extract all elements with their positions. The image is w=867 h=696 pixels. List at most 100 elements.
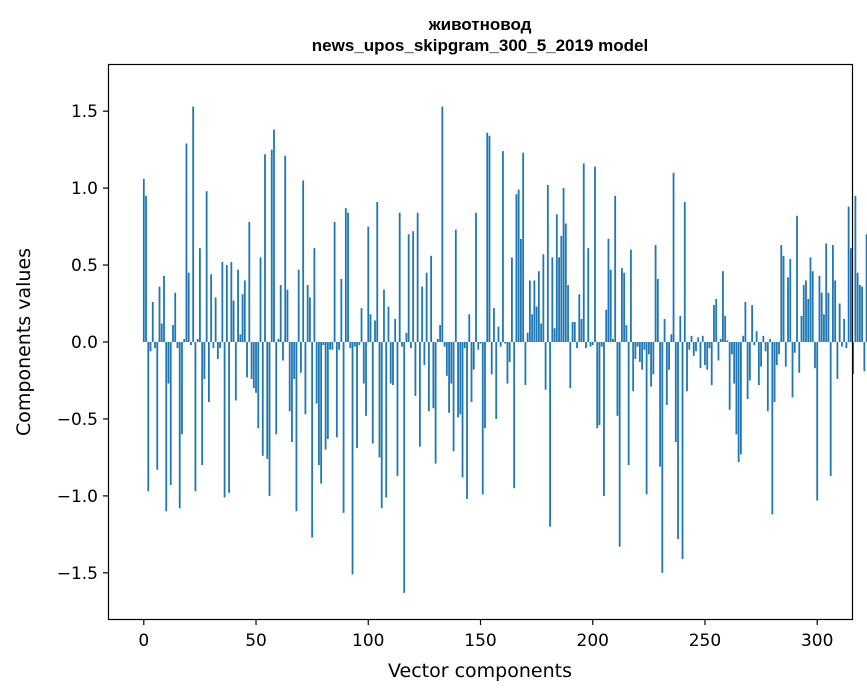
bar-component-21 (190, 342, 192, 346)
bar-component-62 (282, 342, 284, 361)
bar-component-303 (823, 314, 825, 342)
bar-component-133 (441, 106, 444, 342)
bar-component-318 (856, 272, 859, 342)
bar-component-309 (836, 342, 839, 379)
bar-component-272 (753, 342, 756, 346)
bar-component-310 (838, 303, 841, 342)
bar-component-264 (735, 342, 738, 435)
bar-component-250 (704, 342, 706, 366)
bar-component-306 (829, 342, 832, 476)
bar-component-116 (403, 342, 406, 593)
bar-component-286 (784, 342, 787, 367)
bar-component-53 (261, 342, 264, 456)
bar-component-298 (811, 271, 814, 342)
bar-component-67 (293, 342, 296, 379)
bar-component-161 (504, 342, 507, 344)
bar-component-263 (733, 342, 736, 384)
chart-title-line-2: news_upos_skipgram_300_5_2019 model (312, 36, 648, 55)
bar-component-202 (596, 342, 599, 429)
bar-component-22 (192, 106, 195, 342)
y-tick-label: 0.0 (71, 333, 98, 353)
bar-component-57 (270, 149, 273, 342)
bar-component-251 (706, 342, 709, 370)
bar-component-68 (295, 342, 298, 512)
bar-component-244 (690, 335, 693, 342)
bar-component-171 (526, 332, 529, 342)
bar-component-229 (656, 278, 659, 342)
bar-component-207 (607, 238, 610, 342)
bar-component-291 (796, 215, 798, 342)
bar-component-180 (546, 185, 549, 342)
bar-component-285 (782, 255, 785, 342)
bar-component-54 (264, 154, 266, 342)
bar-component-37 (225, 265, 228, 342)
bar-component-226 (650, 342, 652, 387)
bar-component-237 (674, 342, 677, 443)
bar-component-187 (562, 188, 565, 342)
bar-component-308 (834, 280, 837, 342)
bar-component-166 (515, 194, 518, 342)
bar-component-100 (367, 226, 370, 342)
bar-component-126 (425, 272, 428, 342)
bar-component-129 (432, 342, 435, 409)
bar-component-148 (475, 212, 477, 342)
bar-component-205 (603, 342, 605, 496)
bar-component-261 (728, 342, 731, 410)
bar-component-256 (717, 342, 720, 361)
bar-component-269 (746, 342, 749, 399)
bar-component-240 (681, 342, 684, 559)
bar-component-122 (416, 212, 419, 342)
bar-component-168 (520, 238, 522, 342)
bar-component-94 (353, 342, 356, 347)
bar-component-220 (636, 342, 639, 347)
bar-component-113 (396, 342, 399, 476)
bar-component-85 (333, 221, 336, 342)
bar-component-138 (452, 342, 455, 452)
bar-component-123 (418, 342, 421, 447)
bar-component-130 (434, 342, 437, 464)
bar-component-43 (239, 334, 242, 342)
bar-component-102 (371, 342, 374, 444)
y-axis-label: Components values (13, 248, 35, 436)
bar-component-300 (816, 342, 819, 501)
bar-component-236 (672, 172, 675, 342)
bar-component-259 (724, 315, 727, 342)
bar-component-214 (623, 272, 626, 342)
bar-component-313 (845, 342, 848, 349)
bar-component-92 (349, 342, 352, 349)
bar-component-284 (780, 245, 783, 342)
bar-component-312 (843, 318, 846, 342)
bar-component-98 (362, 342, 365, 384)
bar-component-319 (858, 285, 861, 342)
bar-component-195 (580, 318, 583, 342)
bar-component-241 (683, 201, 686, 342)
bar-component-203 (598, 342, 601, 426)
bar-component-151 (481, 342, 484, 495)
bar-component-45 (243, 280, 246, 342)
bar-component-191 (571, 321, 574, 342)
bar-component-101 (369, 314, 372, 342)
bar-component-232 (663, 318, 666, 342)
bar-component-183 (553, 328, 556, 342)
bar-component-289 (791, 342, 794, 398)
bar-component-253 (710, 342, 713, 386)
bar-component-97 (360, 308, 363, 342)
bar-component-283 (778, 342, 780, 355)
bar-component-75 (311, 342, 314, 538)
bar-component-270 (748, 342, 751, 381)
bar-component-139 (454, 229, 457, 342)
bar-component-79 (320, 342, 323, 484)
bar-component-156 (493, 308, 495, 342)
bar-component-200 (591, 342, 594, 346)
bar-component-211 (616, 342, 619, 416)
chart-title-line-1: животновод (428, 15, 532, 34)
bar-component-230 (659, 342, 661, 467)
bar-component-1 (145, 195, 147, 342)
bar-component-278 (766, 342, 769, 412)
bar-component-227 (652, 342, 655, 375)
bar-component-198 (587, 248, 590, 342)
bar-component-5 (154, 342, 156, 349)
bar-component-222 (641, 342, 644, 370)
bar-component-218 (632, 342, 635, 392)
